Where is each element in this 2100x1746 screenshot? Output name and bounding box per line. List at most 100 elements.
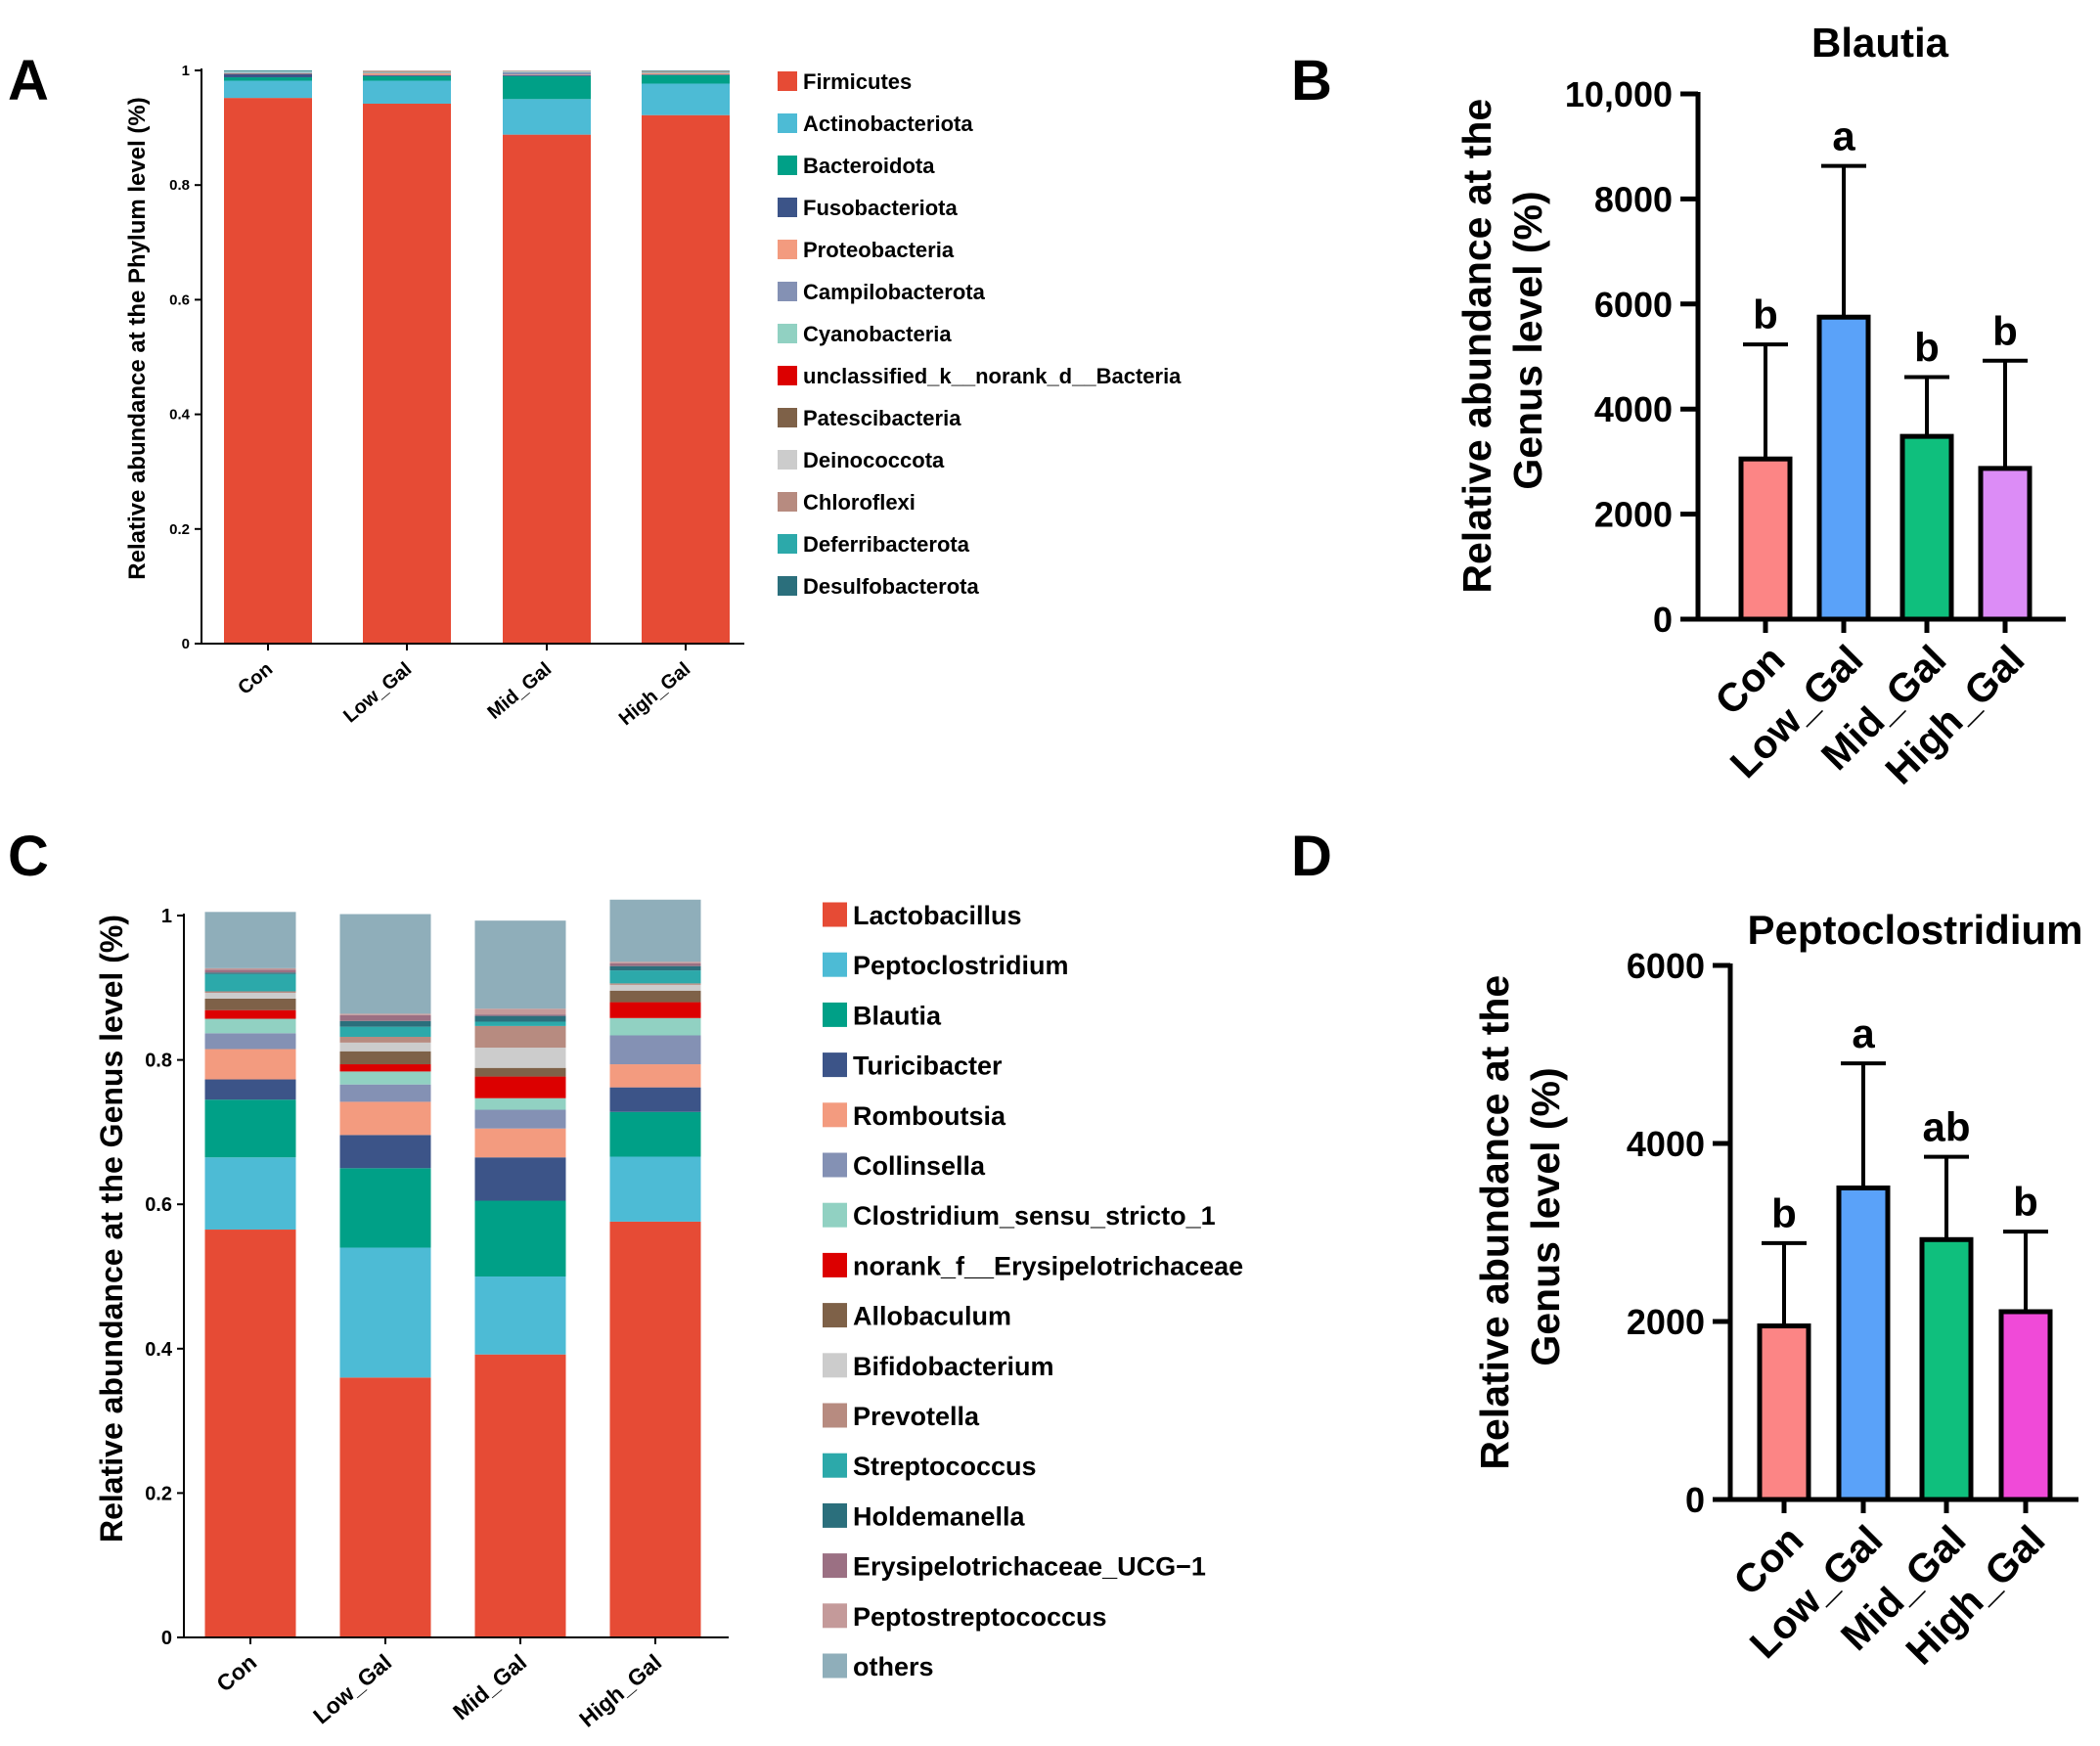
phylum-legend-label-bacteroidota: Bacteroidota — [803, 154, 935, 178]
panel-label-c: C — [8, 825, 49, 888]
peptoclostridium-y-axis-label-line-2: Genus level (%) — [1523, 1067, 1568, 1365]
phylum-x-tick-label-low-gal: Low_Gal — [339, 658, 416, 727]
peptoclostridium-bar-con — [1757, 1323, 1811, 1502]
genus-legend-label-norank-f-erysipelotrichaceae: norank_f__Erysipelotrichaceae — [853, 1251, 1243, 1280]
blautia-plot-area: bConaLow_GalbMid_GalbHigh_Gal02000400060… — [1565, 74, 2066, 793]
phylum-legend: Firmicutes Actinobacteriota Bacteroidota Fu… — [778, 69, 1182, 599]
phylum-bar-con-deferribacterota — [224, 70, 312, 72]
genus-legend-label-holdemanella: Holdemanella — [853, 1501, 1026, 1531]
genus-bar-high-gal-romboutsia — [609, 1064, 701, 1088]
blautia-significance-mid-gal: b — [1914, 324, 1940, 370]
phylum-x-tick-label-high-gal: High_Gal — [615, 658, 694, 730]
genus-legend-label-peptoclostridium: Peptoclostridium — [853, 951, 1069, 980]
genus-bar-con-bifidobacterium — [204, 992, 296, 999]
phylum-bar-high-gal-fusobacteriota — [642, 74, 730, 75]
peptoclostridium-significance-high-gal: b — [2013, 1179, 2038, 1225]
genus-bar-con-peptoclostridium — [204, 1157, 296, 1231]
phylum-bar-low-gal-campilobacterota — [363, 72, 451, 73]
genus-bar-high-gal-blautia — [609, 1111, 701, 1157]
genus-y-tick-label-0-4: 0.4 — [145, 1339, 173, 1361]
genus-bar-mid-gal-bifidobacterium — [474, 1048, 566, 1068]
genus-bar-low-gal-allobaculum — [339, 1051, 431, 1065]
phylum-y-tick-label-1: 1 — [182, 63, 190, 79]
genus-bar-low-gal-collinsella — [339, 1084, 431, 1102]
genus-bar-con-clostridium-sensu-stricto-1 — [204, 1018, 296, 1034]
genus-bar-high-gal-peptoclostridium — [609, 1156, 701, 1222]
phylum-bar-low-gal-actinobacteriota — [363, 80, 451, 104]
phylum-legend-swatch-campilobacterota — [778, 282, 797, 301]
genus-bar-low-gal-holdemanella — [339, 1020, 431, 1027]
phylum-bar-low-gal-proteobacteria — [363, 72, 451, 75]
phylum-legend-swatch-proteobacteria — [778, 240, 797, 259]
blautia-y-tick-label-0: 0 — [1653, 600, 1673, 640]
phylum-bar-low-gal-firmicutes — [363, 103, 451, 645]
genus-bar-con-erysipelotrichaceae-ucg-1 — [204, 969, 296, 973]
genus-bar-low-gal-blautia — [339, 1168, 431, 1248]
phylum-bar-high-gal-firmicutes — [642, 114, 730, 644]
genus-bar-con-norank-f-erysipelotrichaceae — [204, 1009, 296, 1019]
phylum-bar-low-gal-cyanobacteria — [363, 71, 451, 73]
peptoclostridium-y-tick-label-0: 0 — [1685, 1480, 1705, 1520]
phylum-bar-con-cyanobacteria — [224, 71, 312, 73]
blautia-y-axis-label-line-1: Relative abundance at the — [1454, 99, 1499, 594]
phylum-legend-label-deferribacterota: Deferribacterota — [803, 532, 970, 557]
genus-bar-mid-gal-lactobacillus — [474, 1354, 566, 1637]
genus-legend-swatch-clostridium-sensu-stricto-1 — [823, 1202, 847, 1228]
genus-bar-low-gal-turicibacter — [339, 1135, 431, 1169]
genus-legend-swatch-collinsella — [823, 1152, 847, 1178]
peptoclostridium-significance-low-gal: a — [1852, 1010, 1875, 1056]
genus-bars — [204, 899, 701, 1637]
genus-bar-con-prevotella — [204, 991, 296, 993]
blautia-bar-chart: Blautia Relative abundance at the Genus … — [1454, 20, 2066, 793]
genus-bar-low-gal-erysipelotrichaceae-ucg-1 — [339, 1014, 431, 1021]
genus-x-tick-label-low-gal: Low_Gal — [308, 1649, 396, 1729]
genus-bar-con-romboutsia — [204, 1049, 296, 1080]
peptoclostridium-significance-con: b — [1771, 1190, 1797, 1236]
genus-bar-high-gal-allobaculum — [609, 990, 701, 1003]
phylum-bar-con-firmicutes — [224, 98, 312, 645]
genus-bar-mid-gal-collinsella — [474, 1109, 566, 1129]
peptoclostridium-significance-mid-gal: ab — [1922, 1104, 1970, 1150]
genus-legend-label-lactobacillus: Lactobacillus — [853, 901, 1022, 930]
phylum-bar-mid-gal-bacteroidota — [503, 75, 591, 100]
peptoclostridium-chart-title: Peptoclostridium — [1747, 907, 2082, 953]
phylum-x-tick-label-mid-gal: Mid_Gal — [483, 658, 556, 724]
blautia-significance-high-gal: b — [1992, 308, 2018, 354]
genus-legend-swatch-romboutsia — [823, 1102, 847, 1128]
genus-bar-con-others — [204, 912, 296, 968]
phylum-bar-con-proteobacteria — [224, 72, 312, 74]
phylum-bar-con-fusobacteriota — [224, 73, 312, 78]
peptoclostridium-y-tick-label-6000: 6000 — [1627, 946, 1705, 986]
genus-legend-swatch-blautia — [823, 1002, 847, 1027]
phylum-bar-high-gal-deinococcota — [642, 70, 730, 72]
peptoclostridium-y-axis-label-line-1: Relative abundance at the — [1472, 975, 1517, 1470]
genus-bar-mid-gal-others — [474, 920, 566, 1009]
genus-legend-label-allobaculum: Allobaculum — [853, 1302, 1011, 1331]
genus-bar-con-turicibacter — [204, 1079, 296, 1100]
genus-bar-low-gal-lactobacillus — [339, 1377, 431, 1637]
phylum-bar-low-gal-chloroflexi — [363, 70, 451, 71]
phylum-bar-high-gal-cyanobacteria — [642, 71, 730, 73]
phylum-bar-mid-gal-deinococcota — [503, 70, 591, 72]
genus-y-axis-label: Relative abundance at the Genus level (%… — [94, 915, 129, 1543]
genus-x-tick-label-high-gal: High_Gal — [574, 1649, 666, 1732]
panel-label-a: A — [8, 49, 49, 112]
phylum-legend-swatch-deferribacterota — [778, 534, 797, 554]
phylum-legend-swatch-fusobacteriota — [778, 198, 797, 217]
genus-legend-swatch-turicibacter — [823, 1052, 847, 1078]
genus-legend-label-peptostreptococcus: Peptostreptococcus — [853, 1602, 1107, 1632]
blautia-y-axis-label-line-2: Genus level (%) — [1505, 191, 1550, 489]
genus-bar-mid-gal-allobaculum — [474, 1067, 566, 1077]
peptoclostridium-bar-chart: Peptoclostridium Relative abundance at t… — [1472, 907, 2083, 1674]
genus-bar-high-gal-streptococcus — [609, 970, 701, 984]
phylum-x-tick-label-con: Con — [234, 658, 277, 699]
phylum-bar-high-gal-campilobacterota — [642, 72, 730, 73]
genus-legend-swatch-norank-f-erysipelotrichaceae — [823, 1252, 847, 1277]
genus-bar-mid-gal-peptoclostridium — [474, 1276, 566, 1355]
phylum-legend-swatch-cyanobacteria — [778, 324, 797, 343]
phylum-legend-label-proteobacteria: Proteobacteria — [803, 238, 955, 262]
blautia-bar-mid-gal — [1899, 433, 1954, 622]
peptoclostridium-bar-mid-gal — [1919, 1236, 1974, 1502]
phylum-legend-label-cyanobacteria: Cyanobacteria — [803, 322, 952, 346]
